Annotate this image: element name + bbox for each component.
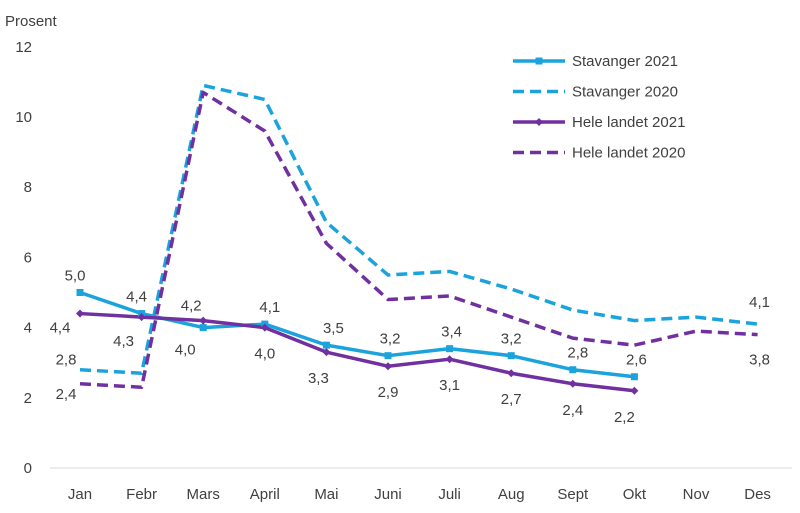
marker-diamond	[137, 313, 146, 322]
x-tick-label: Mars	[187, 486, 220, 503]
marker-diamond	[199, 316, 208, 325]
data-label: 4,1	[749, 294, 770, 311]
data-label: 4,4	[126, 289, 147, 306]
x-tick-label: Mai	[314, 486, 338, 503]
data-label: 2,4	[562, 402, 583, 419]
y-tick-label: 2	[24, 390, 32, 407]
marker-diamond	[445, 355, 454, 364]
marker-diamond	[76, 309, 84, 318]
y-tick-label: 10	[15, 109, 32, 126]
marker-diamond	[384, 362, 392, 371]
legend-label: Hele landet 2020	[572, 145, 685, 162]
marker-diamond	[507, 369, 516, 378]
data-label: 4,0	[254, 346, 275, 363]
data-label: 2,6	[626, 352, 647, 369]
data-label: 3,3	[308, 370, 329, 387]
data-label: 3,5	[323, 320, 344, 337]
x-tick-label: Jan	[68, 486, 92, 503]
marker-diamond	[568, 379, 577, 388]
x-tick-label: Okt	[623, 486, 647, 503]
marker-square	[630, 373, 638, 381]
series-lines	[79, 83, 758, 393]
x-axis-ticks: Jan Febr Mars April Mai Juni Juli Aug Sept Okt Nov…	[68, 486, 771, 503]
data-labels: 5,0 4,4 4,0 4,1 3,5 3,2 3,4 3,2 2,8 2,6 2,8 4,1 4,4 4…	[50, 268, 770, 426]
legend-label: Stavanger 2021	[572, 53, 678, 70]
marker-square	[199, 324, 207, 332]
marker-diamond	[630, 386, 639, 395]
data-label: 2,4	[56, 386, 77, 403]
marker-square	[507, 352, 515, 360]
y-tick-label: 6	[24, 249, 32, 266]
y-tick-label: 8	[24, 179, 32, 196]
data-label: 3,2	[501, 331, 522, 348]
x-tick-label: Juli	[438, 486, 461, 503]
legend: Stavanger 2021 Stavanger 2020 Hele landet …	[513, 53, 685, 162]
data-label: 4,2	[181, 298, 202, 315]
marker-square	[569, 366, 577, 374]
data-label: 2,8	[567, 345, 588, 362]
marker-square	[76, 289, 84, 296]
x-tick-label: Juni	[374, 486, 402, 503]
legend-marker	[535, 57, 543, 65]
data-label: 4,3	[113, 333, 134, 350]
data-label: 2,2	[614, 409, 635, 426]
series-markers	[76, 289, 639, 395]
marker-square	[322, 341, 330, 349]
x-tick-label: Nov	[683, 486, 710, 503]
series-line-stavanger-2021	[79, 290, 635, 379]
x-tick-label: Febr	[126, 486, 157, 503]
legend-label: Stavanger 2020	[572, 84, 678, 101]
y-tick-label: 12	[15, 39, 32, 56]
x-tick-label: April	[250, 486, 280, 503]
y-axis-ticks: 0 2 4 6 8 10 12	[15, 39, 32, 477]
data-label: 4,1	[259, 299, 280, 316]
marker-square	[446, 345, 454, 353]
marker-diamond	[260, 323, 269, 332]
legend-label: Hele landet 2021	[572, 114, 685, 131]
data-label: 2,9	[378, 384, 399, 401]
series-line-stavanger-2020	[79, 83, 758, 375]
data-label: 3,2	[380, 331, 401, 348]
data-label: 4,4	[50, 320, 71, 337]
data-label: 5,0	[65, 268, 86, 285]
marker-diamond	[322, 348, 331, 357]
series-line-hele-landet-2021	[79, 311, 635, 393]
y-axis-title: Prosent	[5, 13, 58, 30]
data-label: 3,8	[749, 352, 770, 369]
x-tick-label: Des	[744, 486, 771, 503]
y-tick-label: 4	[24, 320, 32, 337]
data-label: 4,0	[175, 342, 196, 359]
marker-square	[384, 352, 392, 360]
x-tick-label: Sept	[557, 486, 589, 503]
y-tick-label: 0	[24, 460, 32, 477]
x-tick-label: Aug	[498, 486, 525, 503]
data-label: 3,4	[441, 324, 462, 341]
data-label: 3,1	[439, 377, 460, 394]
data-label: 2,7	[501, 391, 522, 408]
data-label: 2,8	[56, 352, 77, 369]
series-line-hele-landet-2020	[79, 90, 758, 390]
legend-marker	[535, 118, 543, 126]
